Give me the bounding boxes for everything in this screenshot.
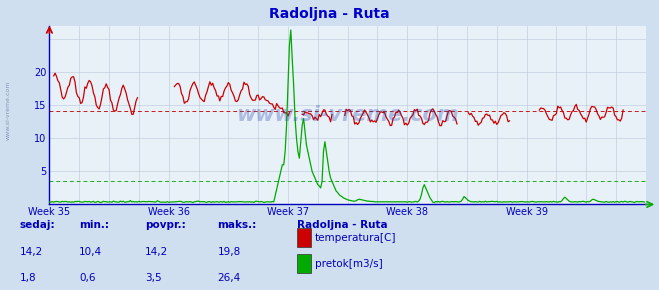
Text: 3,5: 3,5 (145, 273, 161, 282)
Text: maks.:: maks.: (217, 220, 257, 230)
Text: 0,6: 0,6 (79, 273, 96, 282)
Text: temperatura[C]: temperatura[C] (315, 233, 397, 243)
Text: 14,2: 14,2 (145, 246, 168, 256)
Text: Radoljna - Ruta: Radoljna - Ruta (269, 7, 390, 21)
Text: 14,2: 14,2 (20, 246, 43, 256)
Text: povpr.:: povpr.: (145, 220, 186, 230)
Text: 10,4: 10,4 (79, 246, 102, 256)
Text: min.:: min.: (79, 220, 109, 230)
Text: pretok[m3/s]: pretok[m3/s] (315, 259, 383, 269)
Text: 26,4: 26,4 (217, 273, 241, 282)
Text: 1,8: 1,8 (20, 273, 36, 282)
Text: 19,8: 19,8 (217, 246, 241, 256)
Text: www.si-vreme.com: www.si-vreme.com (5, 80, 11, 140)
Text: www.si-vreme.com: www.si-vreme.com (237, 105, 459, 125)
Text: sedaj:: sedaj: (20, 220, 55, 230)
Text: Radoljna - Ruta: Radoljna - Ruta (297, 220, 387, 230)
